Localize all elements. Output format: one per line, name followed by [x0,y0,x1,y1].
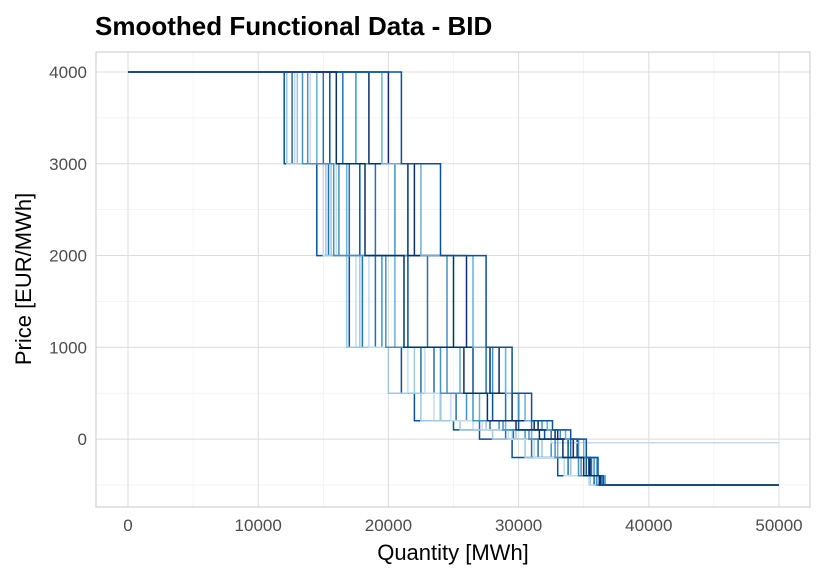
x-axis-label: Quantity [MWh] [377,540,529,565]
plot-panel-border [95,51,811,508]
y-axis-ticks: 0 1000 2000 3000 4000 [49,63,87,449]
x-tick-label: 0 [123,516,132,535]
x-tick-label: 20000 [365,516,412,535]
y-tick-label: 0 [78,430,87,449]
series-line-5 [128,71,779,444]
y-tick-label: 1000 [49,338,87,357]
x-tick-label: 30000 [495,516,542,535]
series-line-15 [128,71,779,486]
chart-title: Smoothed Functional Data - BID [95,11,492,41]
y-tick-label: 2000 [49,247,87,266]
y-tick-label: 3000 [49,155,87,174]
x-tick-label: 10000 [235,516,282,535]
x-tick-label: 50000 [755,516,802,535]
series-line-18 [128,71,779,486]
series-line-16 [128,71,779,486]
x-tick-label: 40000 [625,516,672,535]
y-axis-label: Price [EUR/MWh] [11,193,36,365]
series-line-11 [128,71,779,486]
y-tick-label: 4000 [49,63,87,82]
x-axis-ticks: 0 10000 20000 30000 40000 50000 [123,516,802,535]
data-series-group [128,71,779,486]
